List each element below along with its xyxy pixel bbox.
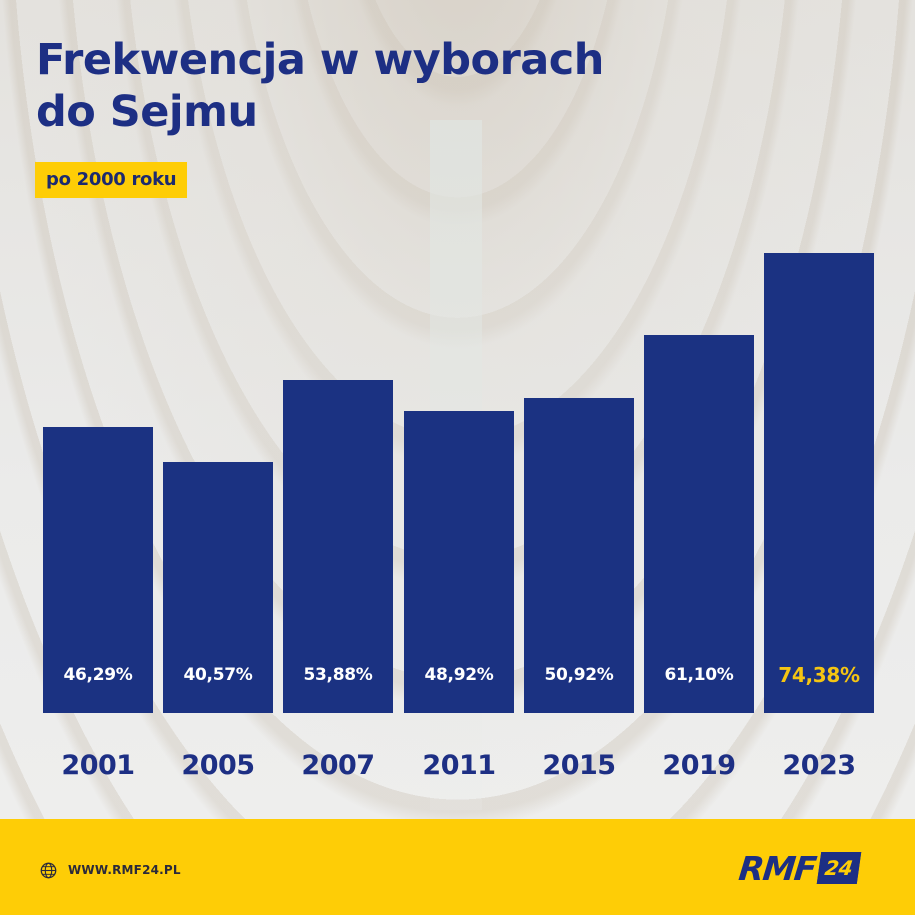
bar-value-label: 61,10%: [664, 665, 734, 685]
bar-value-label: 46,29%: [63, 665, 133, 685]
rmf24-logo: RMF 24: [736, 848, 862, 888]
year-label-2019: 2019: [662, 750, 736, 781]
bar-2011: 48,92%: [404, 411, 514, 713]
globe-icon: [40, 862, 57, 879]
footer-bar: [0, 819, 915, 915]
logo-rmf-text: RMF: [736, 848, 818, 888]
year-label-2011: 2011: [422, 750, 496, 781]
bar-2023: 74,38%: [764, 253, 874, 713]
year-label-2007: 2007: [301, 750, 375, 781]
bar-2005: 40,57%: [163, 462, 273, 713]
bar-value-label: 40,57%: [183, 665, 253, 685]
bar-2015: 50,92%: [524, 398, 634, 713]
bar-2019: 61,10%: [644, 335, 754, 713]
year-label-2005: 2005: [181, 750, 255, 781]
bar-value-label: 53,88%: [303, 665, 373, 685]
bar-value-label: 74,38%: [778, 663, 860, 687]
page-title: Frekwencja w wyborach do Sejmu: [36, 34, 604, 138]
website-link[interactable]: WWW.RMF24.PL: [68, 863, 181, 877]
bar-2007: 53,88%: [283, 380, 393, 713]
bar-value-label: 50,92%: [544, 665, 614, 685]
year-label-2015: 2015: [542, 750, 616, 781]
year-label-2023: 2023: [782, 750, 856, 781]
logo-24-badge: 24: [817, 852, 862, 884]
subtitle-badge: po 2000 roku: [35, 162, 188, 198]
title-line-2: do Sejmu: [36, 87, 258, 137]
title-line-1: Frekwencja w wyborach: [36, 35, 604, 85]
bar-value-label: 48,92%: [424, 665, 494, 685]
year-label-2001: 2001: [61, 750, 135, 781]
bar-2001: 46,29%: [43, 427, 153, 713]
